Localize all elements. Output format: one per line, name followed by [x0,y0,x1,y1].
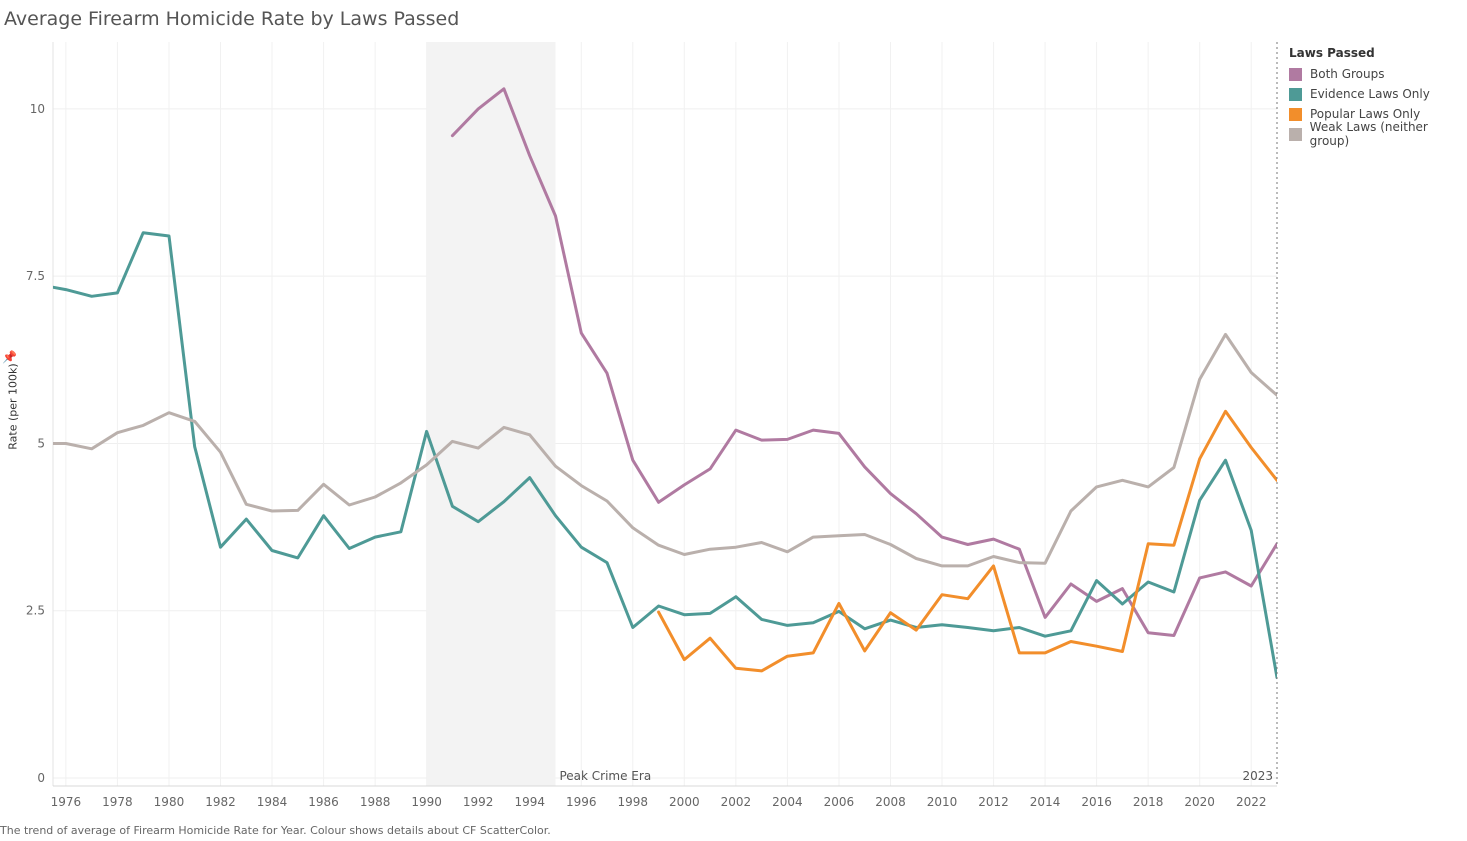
x-tick-label: 2000 [669,795,700,809]
x-tick-label: 1976 [51,795,82,809]
legend-swatch [1289,127,1302,141]
legend-swatch [1289,67,1302,81]
peak-crime-band [426,42,556,786]
y-tick-label: 2.5 [26,604,45,618]
axes: 0 2.5 5 7.5 10 1976 1978 1980 1982 1984 1986 1988 19… [26,42,1277,809]
series-lines [53,87,1277,680]
x-tick-label: 1988 [360,795,391,809]
y-tick-label: 10 [30,102,45,116]
x-tick-label: 1980 [154,795,185,809]
x-tick-label: 2004 [772,795,803,809]
x-tick-label: 1994 [514,795,545,809]
series-line-evidence-laws-only [53,231,1277,680]
legend-item[interactable]: Popular Laws Only [1289,104,1467,124]
y-tick-label: 7.5 [26,269,45,283]
chart-caption: The trend of average of Firearm Homicide… [0,824,551,837]
refline-label: 2023 [1242,769,1273,783]
grid [53,42,1277,786]
legend-item[interactable]: Weak Laws (neither group) [1289,120,1467,148]
legend-swatch [1289,87,1302,101]
x-tick-label: 2014 [1030,795,1061,809]
x-tick-label: 1998 [618,795,649,809]
x-tick-label: 2018 [1133,795,1164,809]
annotations: Peak Crime Era 2023 [559,42,1278,786]
x-tick-label: 2012 [978,795,1009,809]
x-tick-label: 1990 [411,795,442,809]
x-tick-label: 1978 [102,795,133,809]
x-tick-label: 2002 [721,795,752,809]
series-line-both-groups [450,87,1277,637]
x-tick-label: 1986 [308,795,339,809]
legend-label: Evidence Laws Only [1310,87,1430,101]
legend-item[interactable]: Evidence Laws Only [1289,84,1467,104]
x-tick-label: 2010 [927,795,958,809]
series-line-weak-laws-neither-group [53,332,1277,568]
chart-title: Average Firearm Homicide Rate by Laws Pa… [4,8,460,30]
pin-icon[interactable]: 📌 [2,350,17,364]
x-tick-label: 2006 [824,795,855,809]
x-tick-label: 2020 [1184,795,1215,809]
x-tick-label: 2008 [875,795,906,809]
x-tick-label: 1982 [205,795,236,809]
x-tick-label: 1996 [566,795,597,809]
legend-label: Weak Laws (neither group) [1309,120,1428,148]
legend-item[interactable]: Both Groups [1289,64,1467,84]
peak-crime-label: Peak Crime Era [559,769,651,783]
legend-label: Both Groups [1310,67,1385,81]
peak-crime-band-rect [426,42,556,786]
legend-title: Laws Passed [1289,46,1375,60]
x-tick-label: 2016 [1081,795,1112,809]
legend-swatch [1289,107,1302,121]
legend-label: Popular Laws Only [1310,107,1421,121]
x-tick-label: 1992 [463,795,494,809]
y-tick-label: 0 [37,771,45,785]
legend: Laws Passed Both Groups Evidence Laws Onl… [1289,46,1467,148]
series-line-popular-laws-only [657,409,1277,673]
x-tick-label: 1984 [257,795,288,809]
y-tick-label: 5 [37,436,45,450]
x-tick-label: 2022 [1236,795,1267,809]
